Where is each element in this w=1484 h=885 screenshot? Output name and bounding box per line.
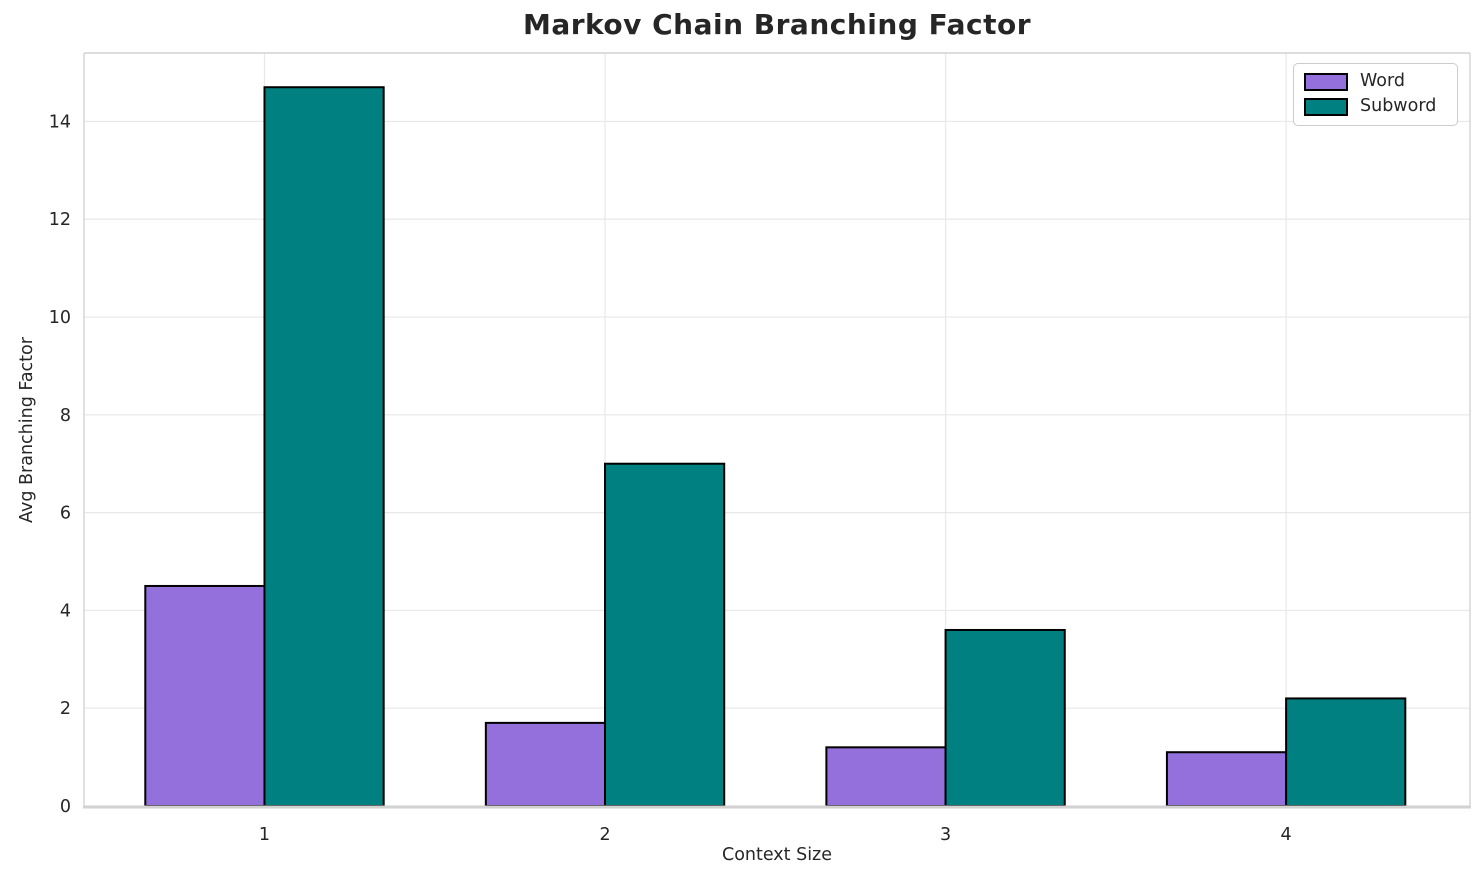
y-tick-label: 14	[49, 112, 71, 132]
x-tick-label: 4	[1281, 825, 1292, 845]
y-tick-label: 10	[49, 308, 71, 328]
legend: Word Subword	[1293, 63, 1458, 126]
legend-label-word: Word	[1360, 71, 1405, 92]
x-tick-label: 1	[259, 825, 270, 845]
legend-label-subword: Subword	[1360, 96, 1437, 117]
y-tick-label: 12	[49, 210, 71, 230]
chart-title: Markov Chain Branching Factor	[522, 8, 1032, 41]
x-tick-label: 3	[940, 825, 951, 845]
y-tick-label: 0	[60, 797, 71, 817]
y-axis-label: Avg Branching Factor	[17, 337, 37, 523]
bar-word-4	[1165, 751, 1288, 808]
legend-item-subword: Subword	[1304, 98, 1445, 116]
legend-item-word: Word	[1304, 73, 1445, 91]
bar-subword-3	[944, 628, 1066, 807]
y-tick-label: 2	[60, 699, 71, 719]
legend-swatch-subword-icon	[1304, 98, 1348, 116]
y-tick-label: 4	[60, 601, 71, 621]
legend-swatch-word-icon	[1304, 73, 1348, 91]
bar-word-1	[144, 584, 266, 807]
bar-word-2	[484, 721, 607, 808]
y-tick-label: 6	[60, 504, 71, 524]
x-axis-label: Context Size	[721, 845, 833, 865]
bar-subword-1	[263, 86, 385, 807]
bar-subword-4	[1285, 697, 1407, 808]
y-tick-label: 8	[60, 406, 71, 426]
x-tick-label: 2	[599, 825, 610, 845]
bar-word-3	[825, 746, 947, 807]
bar-subword-2	[604, 462, 726, 807]
